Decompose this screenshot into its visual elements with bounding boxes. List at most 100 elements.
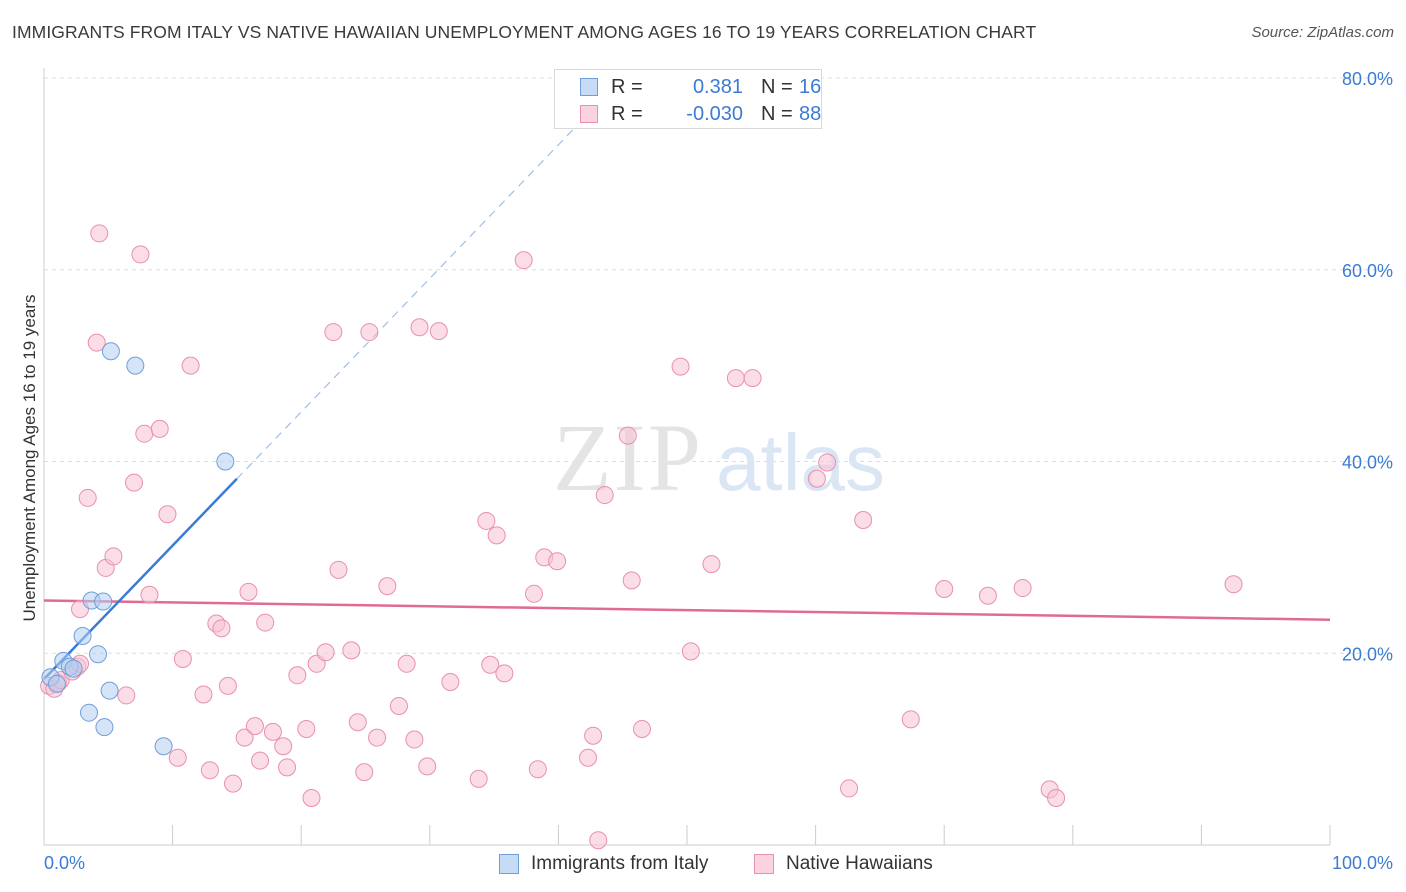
point-native-hawaiians bbox=[389, 696, 408, 715]
data-points bbox=[40, 224, 1243, 850]
point-immigrants-italy bbox=[94, 592, 113, 611]
y-axis-label: Unemployment Among Ages 16 to 19 years bbox=[20, 294, 39, 622]
point-native-hawaiians bbox=[495, 664, 514, 683]
point-native-hawaiians bbox=[1224, 575, 1243, 594]
point-immigrants-italy bbox=[216, 452, 235, 471]
bottom-legend-hawaiian: Native Hawaiians bbox=[754, 852, 933, 876]
legend-n-value: 88 bbox=[799, 102, 822, 125]
point-native-hawaiians bbox=[632, 719, 651, 738]
point-native-hawaiians bbox=[595, 486, 614, 505]
x-tick-label: 0.0% bbox=[44, 853, 85, 873]
point-native-hawaiians bbox=[224, 774, 243, 793]
point-native-hawaiians bbox=[477, 511, 496, 530]
point-native-hawaiians bbox=[355, 763, 374, 782]
point-native-hawaiians bbox=[329, 560, 348, 579]
point-immigrants-italy bbox=[73, 626, 92, 645]
point-native-hawaiians bbox=[901, 710, 920, 729]
point-immigrants-italy bbox=[80, 703, 99, 722]
point-native-hawaiians bbox=[288, 666, 307, 685]
point-native-hawaiians bbox=[278, 758, 297, 777]
bottom-legend-label-italy: Immigrants from Italy bbox=[531, 853, 709, 874]
point-native-hawaiians bbox=[1047, 789, 1066, 808]
trendline-immigrants-italy bbox=[43, 477, 238, 681]
point-native-hawaiians bbox=[589, 831, 608, 850]
point-native-hawaiians bbox=[818, 453, 837, 472]
point-native-hawaiians bbox=[702, 555, 721, 574]
legend-swatch-italy bbox=[580, 78, 598, 96]
y-tick-label: 80.0% bbox=[1342, 69, 1393, 89]
point-native-hawaiians bbox=[173, 650, 192, 669]
point-immigrants-italy bbox=[89, 645, 108, 664]
point-immigrants-italy bbox=[126, 356, 145, 375]
point-native-hawaiians bbox=[935, 580, 954, 599]
point-native-hawaiians bbox=[368, 728, 387, 747]
point-native-hawaiians bbox=[348, 713, 367, 732]
legend-n-label: N = bbox=[761, 102, 793, 125]
watermark-zip: ZIP bbox=[553, 404, 703, 511]
chart-title: IMMIGRANTS FROM ITALY VS NATIVE HAWAIIAN… bbox=[12, 22, 1037, 42]
point-native-hawaiians bbox=[324, 323, 343, 342]
point-native-hawaiians bbox=[131, 245, 150, 264]
legend-r-label: R = bbox=[611, 102, 643, 125]
point-native-hawaiians bbox=[429, 322, 448, 341]
point-native-hawaiians bbox=[524, 584, 543, 603]
point-native-hawaiians bbox=[441, 673, 460, 692]
bottom-legend-italy: Immigrants from Italy bbox=[499, 852, 708, 876]
point-immigrants-italy bbox=[154, 737, 173, 756]
source-label: Source: ZipAtlas.com bbox=[1251, 24, 1394, 41]
point-immigrants-italy bbox=[64, 659, 83, 678]
watermark-atlas: atlas bbox=[716, 418, 885, 507]
point-native-hawaiians bbox=[256, 613, 275, 632]
legend-r-value: -0.030 bbox=[686, 102, 743, 125]
point-native-hawaiians bbox=[150, 419, 169, 438]
point-native-hawaiians bbox=[481, 655, 500, 674]
point-native-hawaiians bbox=[418, 757, 437, 776]
point-native-hawaiians bbox=[245, 717, 264, 736]
point-native-hawaiians bbox=[487, 526, 506, 545]
point-immigrants-italy bbox=[100, 681, 119, 700]
legend-r-value: 0.381 bbox=[692, 75, 743, 98]
point-native-hawaiians bbox=[87, 333, 106, 352]
point-native-hawaiians bbox=[104, 547, 123, 566]
point-native-hawaiians bbox=[743, 369, 762, 388]
point-native-hawaiians bbox=[140, 585, 159, 604]
bottom-legend-label-hawaiian: Native Hawaiians bbox=[786, 853, 933, 874]
bottom-legend-swatch-italy bbox=[499, 854, 519, 874]
point-native-hawaiians bbox=[263, 722, 282, 741]
point-native-hawaiians bbox=[274, 737, 293, 756]
point-native-hawaiians bbox=[671, 357, 690, 376]
x-tick-label: 100.0% bbox=[1332, 853, 1393, 873]
point-native-hawaiians bbox=[181, 356, 200, 375]
point-immigrants-italy bbox=[95, 718, 114, 737]
point-native-hawaiians bbox=[251, 751, 270, 770]
point-native-hawaiians bbox=[397, 654, 416, 673]
point-native-hawaiians bbox=[854, 510, 873, 529]
point-native-hawaiians bbox=[622, 571, 641, 590]
point-native-hawaiians bbox=[548, 552, 567, 571]
axes bbox=[43, 68, 1331, 846]
point-native-hawaiians bbox=[218, 676, 237, 695]
point-native-hawaiians bbox=[117, 686, 136, 705]
point-native-hawaiians bbox=[125, 473, 144, 492]
point-native-hawaiians bbox=[135, 424, 154, 443]
bottom-legend-swatch-hawaiian bbox=[754, 854, 774, 874]
point-immigrants-italy bbox=[47, 674, 66, 693]
point-native-hawaiians bbox=[618, 426, 637, 445]
point-native-hawaiians bbox=[514, 251, 533, 270]
point-native-hawaiians bbox=[378, 577, 397, 596]
y-tick-label: 20.0% bbox=[1342, 644, 1393, 664]
point-native-hawaiians bbox=[297, 719, 316, 738]
legend-swatch-hawaiian bbox=[580, 105, 598, 123]
point-native-hawaiians bbox=[405, 730, 424, 749]
legend-r-label: R = bbox=[611, 75, 643, 98]
trend-lines bbox=[43, 77, 1331, 681]
point-native-hawaiians bbox=[469, 769, 488, 788]
point-native-hawaiians bbox=[840, 779, 859, 798]
point-immigrants-italy bbox=[101, 342, 120, 361]
correlation-legend: R = 0.381 N = 16 R = -0.030 N = 88 bbox=[554, 69, 822, 129]
point-native-hawaiians bbox=[194, 685, 213, 704]
point-native-hawaiians bbox=[410, 318, 429, 337]
point-native-hawaiians bbox=[212, 619, 231, 638]
point-native-hawaiians bbox=[302, 789, 321, 808]
y-tick-label: 60.0% bbox=[1342, 261, 1393, 281]
